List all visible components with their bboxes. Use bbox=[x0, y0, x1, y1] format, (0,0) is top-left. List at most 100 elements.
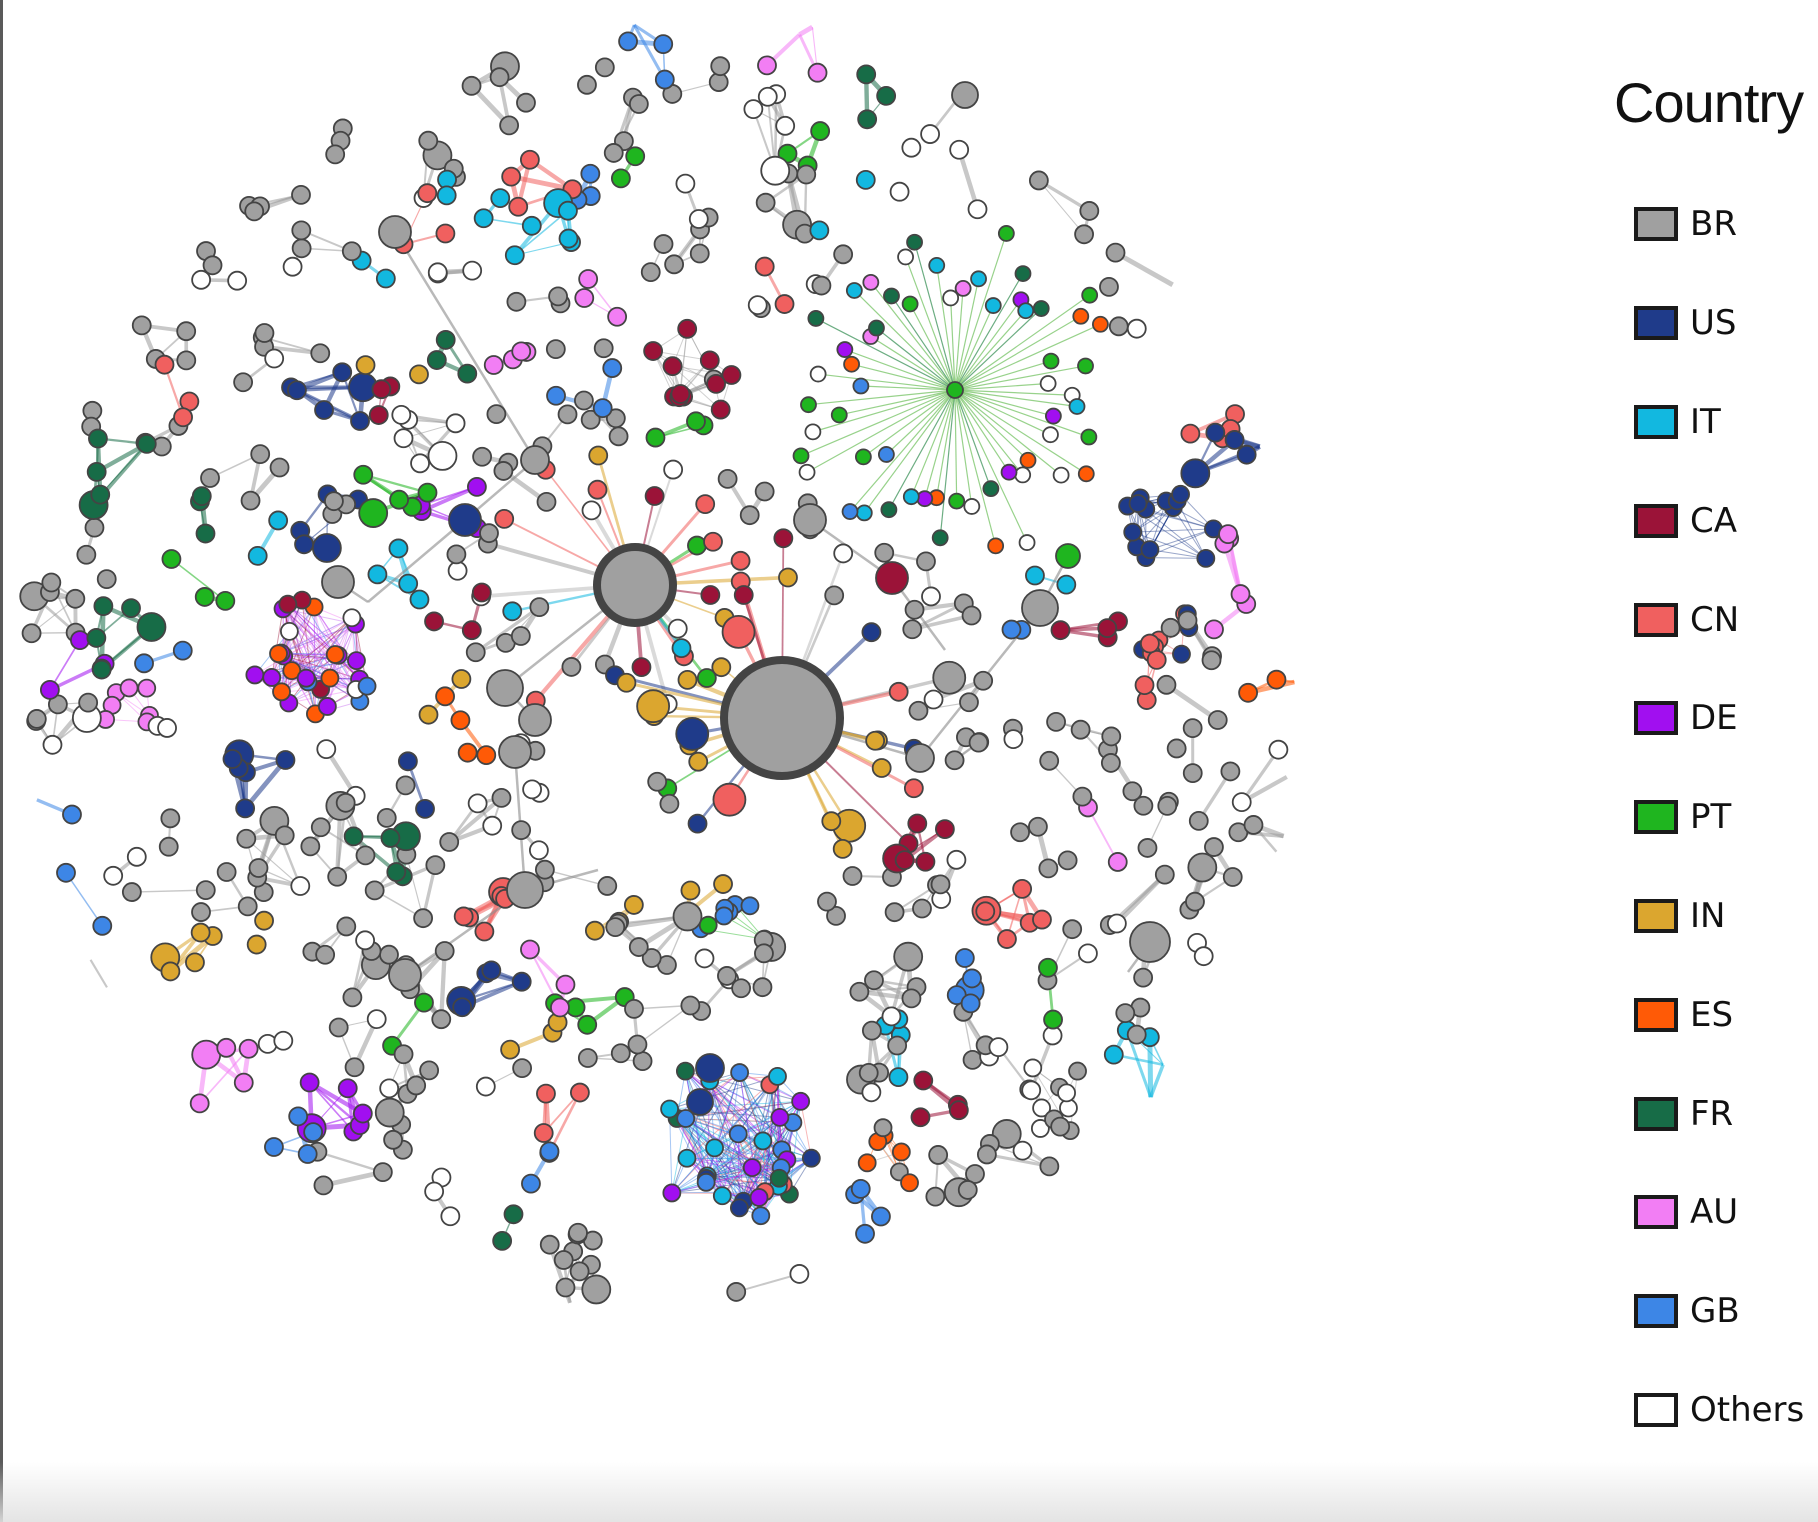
node-in bbox=[160, 961, 181, 982]
node-gb bbox=[134, 653, 154, 674]
node-br bbox=[739, 505, 760, 526]
node-br bbox=[461, 75, 482, 96]
node-fr bbox=[426, 350, 447, 370]
node-br bbox=[1207, 710, 1228, 730]
network-edge bbox=[806, 389, 956, 473]
network-edge bbox=[676, 1118, 760, 1198]
node-br bbox=[493, 461, 514, 481]
node-others bbox=[290, 876, 311, 896]
node-br bbox=[647, 771, 668, 792]
network-edge bbox=[709, 1080, 744, 1202]
node-us bbox=[1171, 484, 1190, 504]
node-br bbox=[439, 832, 460, 852]
node-br bbox=[962, 1049, 983, 1070]
node-br bbox=[1126, 1024, 1147, 1045]
node-others bbox=[273, 1030, 294, 1051]
node-au bbox=[483, 355, 504, 375]
network-edge bbox=[280, 617, 353, 654]
node-others bbox=[1021, 1080, 1042, 1101]
node-others bbox=[833, 543, 854, 564]
network-edge bbox=[291, 660, 357, 672]
network-edge bbox=[514, 210, 569, 256]
node-es bbox=[457, 742, 478, 763]
node-es bbox=[1072, 307, 1090, 325]
node-br bbox=[506, 871, 544, 909]
node-pt bbox=[1038, 957, 1058, 978]
node-others bbox=[804, 423, 822, 441]
network-edge bbox=[671, 1140, 764, 1194]
node-br bbox=[672, 901, 703, 932]
node-br bbox=[752, 977, 773, 998]
node-cn bbox=[536, 1083, 556, 1104]
node-in bbox=[185, 952, 205, 973]
node-de bbox=[317, 697, 337, 716]
network-edge bbox=[936, 265, 956, 391]
node-fr bbox=[982, 480, 1000, 498]
node-br bbox=[1157, 795, 1178, 816]
node-pt bbox=[389, 489, 409, 510]
node-it bbox=[712, 1186, 732, 1206]
legend-label: IT bbox=[1690, 401, 1721, 442]
node-br bbox=[379, 944, 399, 965]
node-br bbox=[973, 670, 994, 691]
node-others bbox=[440, 1206, 461, 1227]
node-others bbox=[1032, 1098, 1052, 1118]
node-fr bbox=[675, 1061, 695, 1081]
node-cn bbox=[417, 183, 438, 204]
network-edge bbox=[65, 872, 103, 927]
node-br bbox=[932, 660, 967, 695]
node-pt bbox=[948, 492, 966, 510]
node-de bbox=[296, 668, 316, 688]
node-fr bbox=[90, 484, 111, 505]
node-others bbox=[342, 608, 362, 628]
node-br bbox=[248, 858, 269, 878]
node-gb bbox=[521, 1173, 541, 1194]
node-it bbox=[970, 270, 987, 288]
node-fr bbox=[1014, 265, 1032, 282]
legend-item-it: IT bbox=[1610, 373, 1810, 472]
node-gb bbox=[751, 1206, 771, 1226]
node-others bbox=[897, 248, 914, 266]
network-edge bbox=[800, 1101, 812, 1159]
node-gb bbox=[592, 398, 613, 419]
network-edge bbox=[685, 1070, 764, 1142]
network-edge bbox=[721, 1117, 781, 1197]
network-edge bbox=[714, 1147, 782, 1169]
network-edge bbox=[685, 1118, 780, 1179]
network-edge bbox=[876, 327, 956, 391]
node-br bbox=[580, 409, 601, 430]
network-edge bbox=[632, 24, 667, 81]
node-ca bbox=[699, 350, 720, 371]
node-others bbox=[775, 115, 796, 136]
node-others bbox=[889, 181, 910, 202]
node-us bbox=[287, 380, 307, 401]
network-edge bbox=[89, 959, 108, 988]
node-br bbox=[499, 115, 520, 136]
node-au bbox=[574, 288, 595, 308]
network-edge bbox=[954, 389, 1010, 473]
network-edge bbox=[714, 1100, 801, 1149]
node-br bbox=[1021, 589, 1059, 627]
network-edge bbox=[743, 1122, 794, 1202]
legend-label: Others bbox=[1690, 1389, 1805, 1430]
node-br bbox=[200, 468, 220, 488]
node-de bbox=[1044, 407, 1062, 425]
node-ca bbox=[875, 561, 909, 595]
network-edge bbox=[818, 373, 956, 391]
node-br bbox=[291, 184, 311, 205]
network-edge bbox=[283, 655, 360, 680]
node-br bbox=[274, 825, 295, 846]
node-au bbox=[238, 1038, 259, 1059]
network-edge bbox=[170, 558, 226, 602]
network-edge bbox=[739, 1072, 760, 1198]
network-edge bbox=[986, 1152, 1050, 1168]
network-edge bbox=[954, 389, 958, 502]
node-br bbox=[842, 866, 863, 886]
node-br bbox=[1100, 753, 1121, 773]
network-edge bbox=[393, 231, 537, 461]
network-edge bbox=[245, 838, 301, 887]
node-cn bbox=[1012, 878, 1033, 899]
node-br bbox=[1105, 242, 1126, 263]
node-ca bbox=[278, 594, 298, 614]
node-fr bbox=[91, 659, 112, 680]
